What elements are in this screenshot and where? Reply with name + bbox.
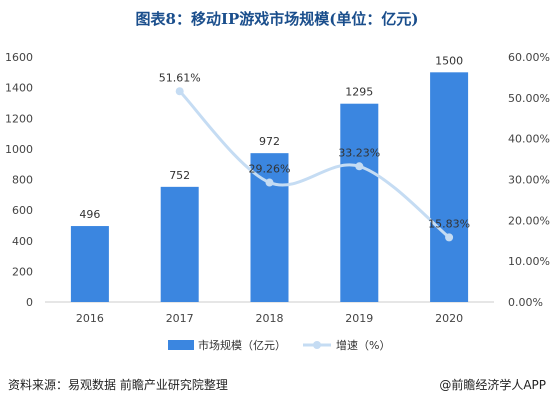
x-tick-label: 2020 xyxy=(435,312,463,325)
growth-value-label: 33.23% xyxy=(338,146,380,159)
x-tick-label: 2018 xyxy=(256,312,284,325)
legend-label-line: 增速（%） xyxy=(336,338,390,352)
bar-value-label: 1295 xyxy=(345,86,373,99)
growth-point xyxy=(355,162,364,171)
growth-point xyxy=(175,87,184,96)
y2-tick-label: 60.00% xyxy=(508,51,550,64)
legend: 市场规模（亿元） 增速（%） xyxy=(168,338,390,352)
y-tick-label: 400 xyxy=(12,235,33,248)
growth-point xyxy=(265,178,274,187)
bar xyxy=(160,186,199,302)
bar xyxy=(250,153,289,302)
y2-tick-label: 30.00% xyxy=(508,174,550,187)
bar-value-label: 752 xyxy=(169,169,190,182)
growth-value-label: 29.26% xyxy=(249,163,291,176)
y-tick-label: 800 xyxy=(12,174,33,187)
y-tick-label: 200 xyxy=(12,265,33,278)
bars-group xyxy=(70,72,469,302)
legend-label-bar: 市场规模（亿元） xyxy=(198,338,286,352)
growth-line-group xyxy=(175,87,454,242)
chart-svg: 0 200 400 600 800 1000 1200 1400 1600 0.00% 10.00%… xyxy=(5,51,550,352)
y-tick-label: 1600 xyxy=(5,51,33,64)
bar-value-label: 972 xyxy=(259,135,280,148)
axes-group: 0 200 400 600 800 1000 1200 1400 1600 0.00% 10.00%… xyxy=(5,51,550,325)
growth-value-label: 15.83% xyxy=(428,217,470,230)
growth-point xyxy=(445,233,454,242)
source-note: 资料来源：易观数据 前瞻产业研究院整理 xyxy=(8,378,228,392)
y2-tick-label: 50.00% xyxy=(508,92,550,105)
bar-value-label: 496 xyxy=(79,208,100,221)
legend-swatch-bar xyxy=(168,340,194,350)
brand-credit: @前瞻经济学人APP xyxy=(439,378,546,392)
y-tick-label: 1000 xyxy=(5,143,33,156)
y2-tick-label: 40.00% xyxy=(508,133,550,146)
y2-tick-label: 10.00% xyxy=(508,255,550,268)
chart-title: 图表8：移动IP游戏市场规模(单位：亿元) xyxy=(135,10,419,28)
bar xyxy=(430,72,469,302)
bar xyxy=(340,103,379,302)
bar-value-label: 1500 xyxy=(435,54,463,67)
y-tick-label: 1400 xyxy=(5,82,33,95)
data-labels-group: 496 752 972 1295 1500 51.61% 29.26% 33.23% 15.83… xyxy=(79,54,470,230)
y-tick-label: 1200 xyxy=(5,112,33,125)
x-tick-label: 2016 xyxy=(76,312,104,325)
x-tick-label: 2017 xyxy=(166,312,194,325)
y2-tick-label: 0.00% xyxy=(508,296,543,309)
y-tick-label: 600 xyxy=(12,204,33,217)
y2-tick-label: 20.00% xyxy=(508,214,550,227)
legend-swatch-marker xyxy=(313,341,321,349)
growth-line xyxy=(178,89,451,239)
y-tick-label: 0 xyxy=(26,296,33,309)
growth-value-label: 51.61% xyxy=(159,71,201,84)
x-tick-label: 2019 xyxy=(345,312,373,325)
bar xyxy=(70,226,109,302)
